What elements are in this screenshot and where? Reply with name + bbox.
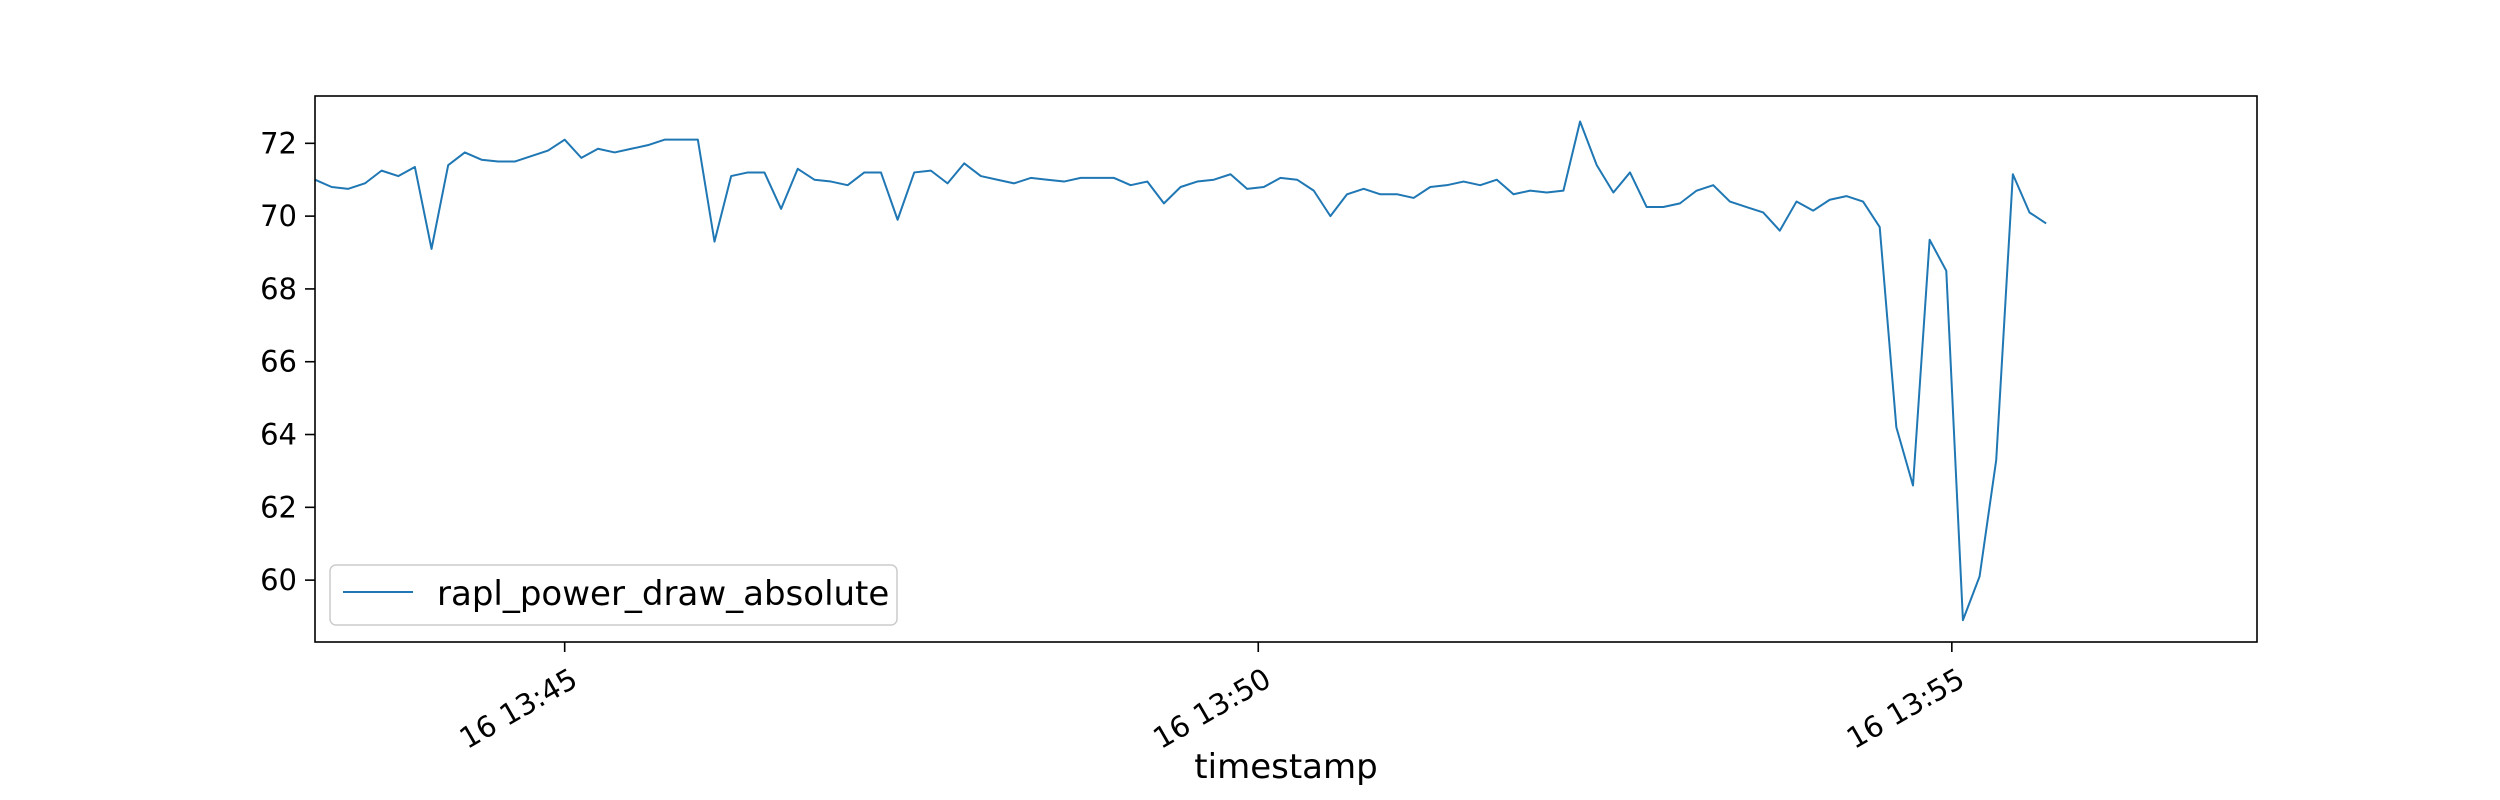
y-tick-label: 64 <box>260 418 297 452</box>
legend-box <box>329 564 898 626</box>
series-line-rapl-power-draw-absolute <box>314 120 2047 622</box>
plot-frame <box>314 95 2258 643</box>
x-tick-label: 16 13:55 <box>1841 661 1970 755</box>
legend-label: rapl_power_draw_absolute <box>437 574 889 614</box>
y-tick-label: 62 <box>260 490 297 524</box>
x-tick-label: 16 13:50 <box>1147 661 1276 755</box>
x-axis: 16 13:45 16 13:50 16 13:55 <box>454 642 1970 756</box>
x-axis-label: timestamp <box>1194 747 1377 787</box>
legend: rapl_power_draw_absolute <box>329 564 898 626</box>
y-tick-label: 66 <box>260 345 297 379</box>
y-tick-label: 60 <box>260 563 297 597</box>
y-tick-label: 68 <box>260 272 297 306</box>
x-tick-label: 16 13:45 <box>454 661 583 755</box>
plot-area <box>315 96 2257 642</box>
y-tick-label: 72 <box>260 126 297 160</box>
y-axis: 60 62 64 66 68 70 72 <box>260 126 315 597</box>
y-tick-label: 70 <box>260 199 297 233</box>
